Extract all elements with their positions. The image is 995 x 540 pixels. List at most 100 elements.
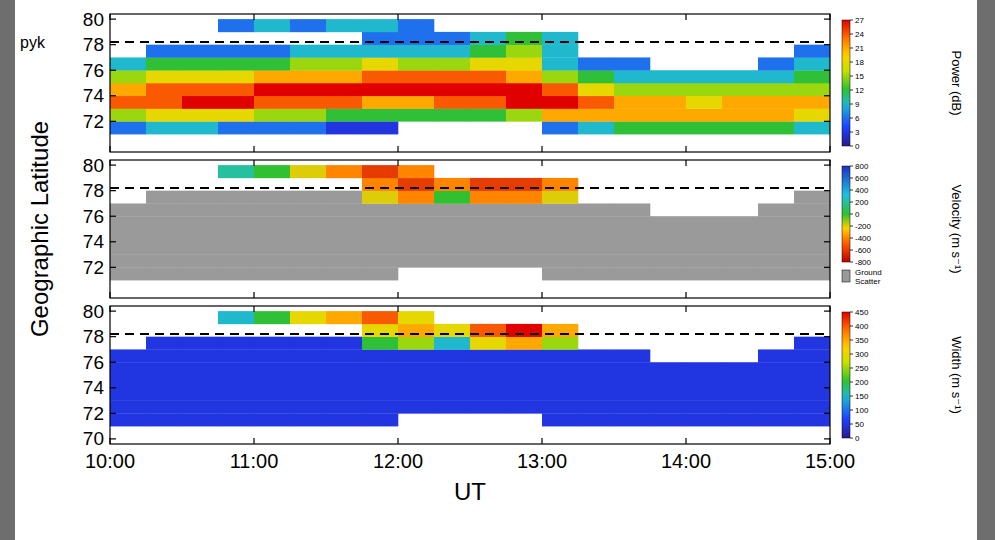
- heatmap-cell: [434, 109, 470, 122]
- colorbar-tick: [850, 312, 853, 313]
- heatmap-cell: [758, 388, 794, 401]
- x-tick: [685, 306, 686, 312]
- heatmap-cell: [362, 70, 398, 83]
- x-tick: [109, 306, 110, 312]
- heatmap-cell: [182, 57, 218, 70]
- heatmap-cell: [146, 45, 182, 58]
- heatmap-cell: [686, 83, 722, 96]
- heatmap-cell: [650, 388, 686, 401]
- y-tick: [824, 267, 830, 268]
- heatmap-cell: [686, 121, 722, 134]
- ground-scatter-cell: [686, 216, 722, 229]
- heatmap-cell: [254, 349, 290, 362]
- colorbar-tick: [850, 354, 853, 355]
- heatmap-cell: [326, 388, 362, 401]
- ground-scatter-cell: [290, 203, 326, 216]
- heatmap-cell: [578, 109, 614, 122]
- heatmap-cell: [218, 57, 254, 70]
- ground-scatter-cell: [182, 191, 218, 204]
- ground-scatter-cell: [398, 216, 434, 229]
- ground-scatter-cell: [506, 216, 542, 229]
- heatmap-cell: [398, 375, 434, 388]
- ground-scatter-cell: [578, 255, 614, 268]
- heatmap-cell: [146, 57, 182, 70]
- heatmap-cell: [218, 375, 254, 388]
- y-tick: [824, 19, 830, 20]
- colorbar-title: Width (m s⁻¹): [949, 336, 964, 414]
- heatmap-cell: [290, 413, 326, 426]
- heatmap-cell: [182, 413, 218, 426]
- heatmap-cell: [254, 401, 290, 414]
- ground-scatter-cell: [506, 255, 542, 268]
- colorbar-tick-label: 9: [855, 100, 860, 109]
- heatmap-cell: [758, 121, 794, 134]
- heatmap-cell: [578, 121, 614, 134]
- ground-scatter-cell: [578, 242, 614, 255]
- heatmap-cell: [650, 96, 686, 109]
- ground-scatter-cell: [110, 267, 146, 280]
- ground-scatter-cell: [110, 242, 146, 255]
- heatmap-cell: [794, 388, 830, 401]
- heatmap-cell: [686, 375, 722, 388]
- colorbar-tick-label: 350: [855, 336, 869, 345]
- heatmap-cell: [218, 96, 254, 109]
- heatmap-cell: [470, 96, 506, 109]
- heatmap-cell: [686, 388, 722, 401]
- heatmap-cell: [290, 109, 326, 122]
- heatmap-cell: [326, 121, 362, 134]
- heatmap-cell: [110, 375, 146, 388]
- heatmap-cell: [614, 349, 650, 362]
- heatmap-cell: [542, 388, 578, 401]
- heatmap-cell: [506, 362, 542, 375]
- ground-scatter-cell: [686, 255, 722, 268]
- heatmap-cell: [398, 349, 434, 362]
- colorbar-tick: [850, 410, 853, 411]
- ground-scatter-cell: [614, 229, 650, 242]
- heatmap-cell: [794, 57, 830, 70]
- ground-scatter-cell: [434, 216, 470, 229]
- heatmap-cell: [470, 191, 506, 204]
- heatmap-cell: [542, 109, 578, 122]
- x-tick: [829, 292, 830, 298]
- ground-scatter-cell: [506, 203, 542, 216]
- ground-scatter-cell: [758, 267, 794, 280]
- heatmap-cell: [254, 388, 290, 401]
- heatmap-cell: [362, 362, 398, 375]
- heatmap-cell: [362, 401, 398, 414]
- y-tick-label: 70: [83, 428, 104, 449]
- plot-frame: [110, 14, 830, 152]
- heatmap-cell: [722, 413, 758, 426]
- ground-scatter-cell: [110, 255, 146, 268]
- heatmap-cell: [218, 45, 254, 58]
- heatmap-cell: [614, 375, 650, 388]
- colorbar-tick-label: 0: [855, 210, 860, 219]
- colorbar-tick-label: 0: [855, 434, 860, 443]
- heatmap-cell: [146, 362, 182, 375]
- ground-scatter-cell: [758, 216, 794, 229]
- heatmap-cell: [326, 349, 362, 362]
- station-label: pyk: [20, 34, 46, 51]
- x-tick: [253, 14, 254, 20]
- heatmap-cell: [326, 57, 362, 70]
- colorbar-tick-label: 300: [855, 350, 869, 359]
- colorbar-tick-label: -800: [855, 258, 872, 267]
- heatmap-cell: [218, 83, 254, 96]
- heatmap-cell: [218, 19, 254, 32]
- colorbar-tick-label: 200: [855, 378, 869, 387]
- ground-scatter-cell: [398, 229, 434, 242]
- colorbar-tick-label: 27: [855, 16, 864, 25]
- x-tick: [253, 306, 254, 312]
- heatmap-cell: [254, 311, 290, 324]
- heatmap-cell: [686, 362, 722, 375]
- colorbar-tick: [850, 132, 853, 133]
- heatmap-cell: [362, 311, 398, 324]
- heatmap-cell: [614, 388, 650, 401]
- heatmap-cell: [254, 413, 290, 426]
- ground-scatter-cell: [434, 203, 470, 216]
- ground-scatter-cell: [218, 229, 254, 242]
- heatmap-cell: [614, 121, 650, 134]
- colorbar-title: Velocity (m s⁻¹): [949, 184, 964, 273]
- colorbar-tick-label: -400: [855, 234, 872, 243]
- ground-scatter-cell: [434, 229, 470, 242]
- x-tick: [397, 160, 398, 166]
